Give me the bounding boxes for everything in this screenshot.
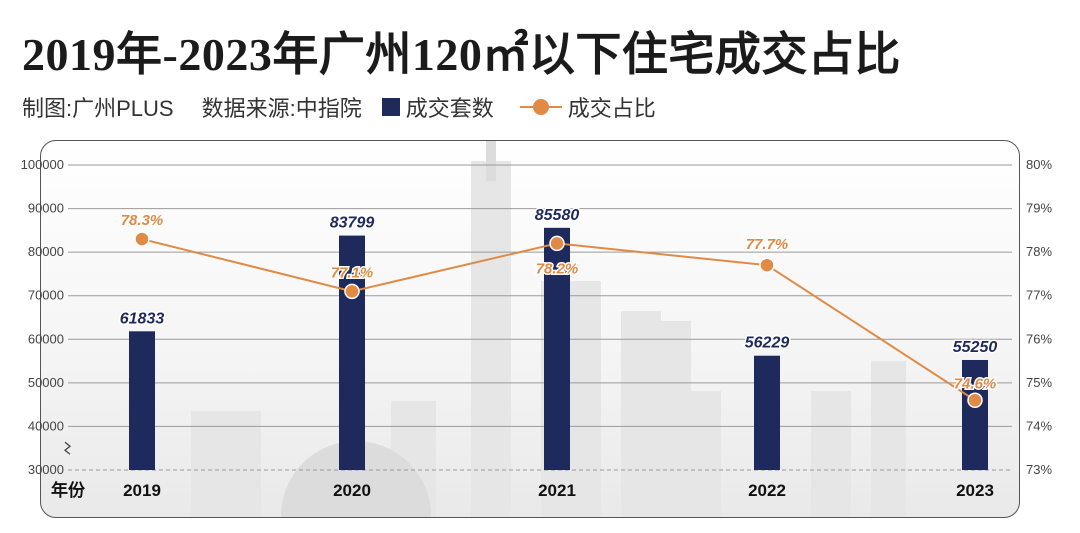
legend-line-item: 成交占比	[519, 91, 656, 123]
y-left-tick-label: 40000	[28, 418, 64, 433]
y-right-tick-label: 78%	[1026, 244, 1052, 259]
bar-data-label: 85580	[535, 207, 580, 224]
axis-break-mark	[63, 441, 72, 455]
line-point	[759, 257, 775, 273]
x-tick-label: 2023	[956, 481, 994, 500]
subtitle-row: 制图:广州PLUS 数据来源:中指院 成交套数 成交占比	[22, 92, 682, 122]
x-tick-label: 2021	[538, 481, 576, 500]
line-data-label: 78.2%	[536, 260, 579, 277]
line-data-label: 77.1%	[331, 264, 374, 281]
x-tick-label: 2019	[123, 481, 161, 500]
y-left-tick-label: 90000	[28, 201, 64, 216]
line-point	[344, 283, 360, 300]
y-left-tick-label: 70000	[28, 288, 64, 303]
bar-data-label: 83799	[330, 215, 375, 232]
bar	[129, 331, 155, 470]
y-right-tick-label: 77%	[1026, 288, 1052, 303]
y-right-tick-label: 79%	[1026, 201, 1052, 216]
bar-data-label: 61833	[120, 310, 165, 327]
x-tick-label: 2022	[748, 481, 786, 500]
line-data-label: 77.7%	[746, 236, 789, 253]
legend-line-label: 成交占比	[567, 96, 656, 121]
bar	[339, 235, 365, 470]
legend-line-swatch	[519, 98, 562, 116]
bar	[544, 227, 570, 470]
bar-data-label: 55250	[953, 339, 998, 356]
line-point	[549, 235, 565, 252]
y-left-tick-label: 100000	[21, 157, 64, 172]
y-right-tick-label: 75%	[1026, 375, 1052, 390]
chart-title: 2019年-2023年广州120㎡以下住宅成交占比	[22, 29, 901, 80]
legend-bar-label: 成交套数	[405, 96, 494, 121]
line-point	[967, 392, 983, 409]
y-left-tick-label: 30000	[28, 462, 64, 477]
line-data-label: 74.6%	[954, 375, 997, 392]
source-text: 数据来源:中指院	[201, 96, 362, 121]
y-left-tick-label: 80000	[28, 244, 64, 259]
y-left-tick-label: 50000	[28, 375, 64, 390]
legend-bar-item: 成交套数	[381, 91, 494, 123]
line-point	[134, 231, 150, 247]
y-right-tick-label: 80%	[1026, 157, 1052, 172]
y-right-tick-label: 74%	[1026, 418, 1052, 433]
line-data-label: 78.3%	[121, 212, 164, 229]
legend-bar-swatch	[381, 98, 400, 116]
credit-text: 制图:广州PLUS	[22, 96, 174, 121]
bar	[962, 359, 988, 470]
bar-data-label: 56229	[745, 335, 790, 352]
y-left-tick-label: 60000	[28, 331, 64, 346]
x-tick-label: 2020	[333, 481, 371, 500]
x-axis-label: 年份	[51, 480, 86, 500]
y-right-tick-label: 76%	[1026, 331, 1052, 346]
bar	[754, 355, 780, 470]
y-right-tick-label: 73%	[1026, 462, 1052, 477]
